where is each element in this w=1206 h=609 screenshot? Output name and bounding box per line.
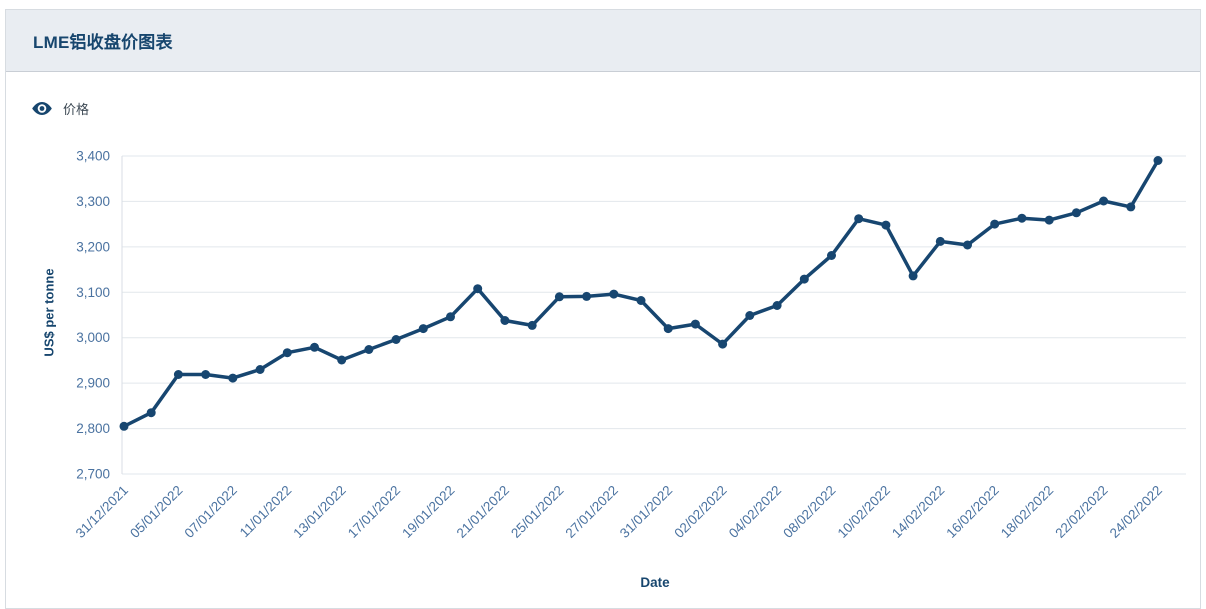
y-axis-tick-labels: 2,700 2,800 2,900 3,000 3,100 3,200 3,300 3,400	[76, 149, 110, 482]
data-point-marker	[582, 291, 592, 301]
data-point-marker	[554, 292, 564, 302]
svg-text:24/02/2022: 24/02/2022	[1107, 483, 1165, 541]
legend-item-price[interactable]: 价格	[30, 99, 89, 118]
data-point-marker	[799, 274, 809, 284]
x-axis-tick-labels: 31/12/202105/01/202207/01/202211/01/2022…	[73, 483, 1165, 541]
chart-card-header: LME铝收盘价图表	[6, 10, 1200, 72]
svg-text:31/01/2022: 31/01/2022	[617, 483, 675, 541]
data-point-marker	[636, 296, 646, 305]
svg-text:10/02/2022: 10/02/2022	[835, 483, 893, 541]
data-point-marker	[690, 319, 700, 329]
page-title: LME铝收盘价图表	[33, 33, 173, 52]
data-point-marker	[146, 408, 156, 418]
data-point-marker	[1071, 208, 1081, 218]
data-point-marker	[310, 342, 319, 352]
svg-text:02/02/2022: 02/02/2022	[671, 483, 729, 541]
svg-text:25/01/2022: 25/01/2022	[508, 483, 566, 541]
data-point-marker	[391, 335, 401, 344]
data-point-marker	[1017, 213, 1027, 223]
data-point-marker	[282, 348, 292, 358]
data-point-marker	[119, 421, 129, 431]
svg-text:19/01/2022: 19/01/2022	[399, 483, 457, 541]
svg-text:11/01/2022: 11/01/2022	[237, 483, 295, 541]
price-line-chart[interactable]: 2,700 2,800 2,900 3,000 3,100 3,200 3,300 3,400…	[6, 72, 1200, 608]
svg-text:3,100: 3,100	[76, 285, 110, 300]
svg-text:3,000: 3,000	[76, 330, 110, 345]
chart-area: 2,700 2,800 2,900 3,000 3,100 3,200 3,300 3,400…	[6, 72, 1200, 608]
data-point-marker	[527, 320, 537, 330]
data-point-marker	[990, 219, 1000, 229]
legend-label: 价格	[63, 102, 90, 117]
svg-text:27/01/2022: 27/01/2022	[563, 483, 621, 541]
svg-text:2,700: 2,700	[76, 467, 110, 482]
data-point-marker	[1153, 156, 1163, 165]
x-axis-title: Date	[640, 575, 670, 590]
data-point-marker	[201, 370, 211, 379]
data-point-marker	[935, 236, 945, 246]
svg-text:3,300: 3,300	[76, 194, 110, 209]
data-point-marker	[827, 251, 836, 260]
svg-text:08/02/2022: 08/02/2022	[780, 483, 838, 541]
price-series-line[interactable]	[122, 158, 1160, 429]
data-point-marker	[745, 311, 755, 320]
data-point-markers[interactable]	[119, 156, 1163, 431]
data-point-marker	[1126, 202, 1136, 212]
data-point-marker	[663, 324, 673, 334]
data-point-marker	[1044, 215, 1054, 225]
data-point-marker	[173, 370, 183, 379]
svg-text:18/02/2022: 18/02/2022	[998, 483, 1056, 541]
chart-card: LME铝收盘价图表 2,700 2,800 2,900 3,000 3,100 3,200…	[5, 9, 1201, 609]
data-point-marker	[446, 312, 455, 322]
data-point-marker	[500, 316, 510, 325]
svg-text:2,800: 2,800	[76, 421, 110, 436]
svg-text:16/02/2022: 16/02/2022	[943, 483, 1001, 541]
data-point-marker	[881, 220, 891, 230]
svg-text:2,900: 2,900	[76, 376, 110, 391]
data-point-marker	[718, 339, 728, 349]
svg-text:3,400: 3,400	[76, 149, 110, 164]
data-point-marker	[908, 271, 918, 281]
svg-text:04/02/2022: 04/02/2022	[726, 483, 784, 541]
svg-text:21/01/2022: 21/01/2022	[454, 483, 512, 541]
data-point-marker	[364, 345, 374, 354]
svg-text:05/01/2022: 05/01/2022	[127, 483, 185, 541]
data-point-marker	[473, 284, 483, 294]
data-point-marker	[418, 324, 428, 334]
data-point-marker	[963, 240, 972, 250]
y-axis-title: US$ per tonne	[41, 268, 57, 357]
data-point-marker	[1099, 196, 1109, 206]
data-point-marker	[255, 365, 265, 374]
data-point-marker	[854, 214, 864, 224]
gridlines	[122, 155, 1186, 475]
svg-text:3,200: 3,200	[76, 239, 110, 254]
data-point-marker	[772, 301, 782, 310]
data-point-marker	[228, 373, 238, 383]
data-point-marker	[337, 355, 347, 365]
svg-text:17/01/2022: 17/01/2022	[345, 483, 403, 541]
svg-text:13/01/2022: 13/01/2022	[290, 483, 348, 541]
svg-text:22/02/2022: 22/02/2022	[1052, 483, 1110, 541]
svg-text:07/01/2022: 07/01/2022	[182, 483, 240, 541]
svg-text:31/12/2021: 31/12/2021	[73, 483, 131, 541]
svg-text:14/02/2022: 14/02/2022	[889, 483, 947, 541]
eye-icon[interactable]	[30, 100, 54, 117]
data-point-marker	[609, 289, 619, 299]
